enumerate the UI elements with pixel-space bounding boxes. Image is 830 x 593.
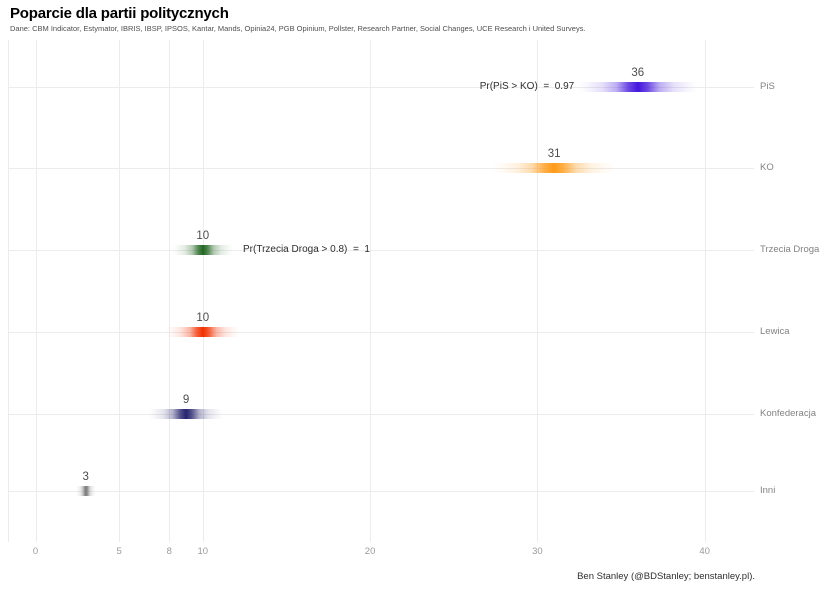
panel-left-edge-line	[8, 40, 9, 542]
x-gridline-20	[370, 40, 372, 542]
row-gridline-ko	[8, 168, 754, 169]
chart-title: Poparcie dla partii politycznych	[10, 5, 229, 22]
category-label-ko: KO	[760, 162, 774, 173]
x-tick-label-40: 40	[699, 546, 710, 557]
x-tick-label-0: 0	[32, 546, 39, 557]
value-label-lewica: 10	[196, 312, 210, 324]
x-gridline-30	[537, 40, 539, 542]
x-gridline-5	[119, 40, 121, 542]
density-strip-konfederacja	[149, 409, 223, 419]
value-label-ko: 31	[547, 148, 561, 160]
x-gridline-8	[169, 40, 171, 542]
density-strip-inni	[75, 486, 96, 496]
x-gridline-10	[202, 40, 204, 542]
value-label-inni: 3	[82, 471, 89, 483]
chart-subtitle: Dane: CBM Indicator, Estymator, IBRIS, I…	[10, 24, 586, 33]
density-strip-ko	[492, 163, 616, 173]
annotation-trzecia-droga-threshold: Pr(Trzecia Droga > 0.8) = 1	[243, 244, 370, 255]
value-label-konfederacja: 9	[182, 394, 190, 406]
category-label-trzecia-droga: Trzecia Droga	[760, 244, 820, 255]
x-gridline-0	[35, 40, 37, 542]
row-gridline-lewica	[8, 332, 754, 333]
category-label-lewica: Lewica	[760, 326, 790, 337]
annotation-pis-vs-ko: Pr(PiS > KO) = 0.97	[479, 81, 575, 92]
row-gridline-konfederacja	[8, 414, 754, 415]
category-label-konfederacja: Konfederacja	[760, 408, 816, 419]
x-tick-label-10: 10	[197, 546, 209, 557]
density-strip-trzecia-droga	[172, 245, 233, 255]
x-tick-label-20: 20	[364, 546, 376, 557]
category-label-inni: Inni	[760, 485, 776, 496]
category-label-pis: PiS	[760, 81, 775, 92]
value-label-trzecia-droga: 10	[196, 230, 210, 242]
x-tick-label-8: 8	[166, 546, 172, 557]
value-label-pis: 36	[631, 67, 645, 79]
x-tick-label-5: 5	[116, 546, 122, 557]
density-strip-lewica	[166, 327, 240, 337]
chart-caption: Ben Stanley (@BDStanley; benstanley.pl).	[577, 571, 755, 582]
density-strip-pis	[577, 82, 699, 92]
row-gridline-inni	[8, 491, 754, 492]
x-gridline-40	[704, 40, 706, 542]
x-tick-label-30: 30	[532, 546, 543, 557]
row-gridline-pis	[8, 87, 754, 88]
row-gridline-trzecia-droga	[8, 250, 754, 251]
